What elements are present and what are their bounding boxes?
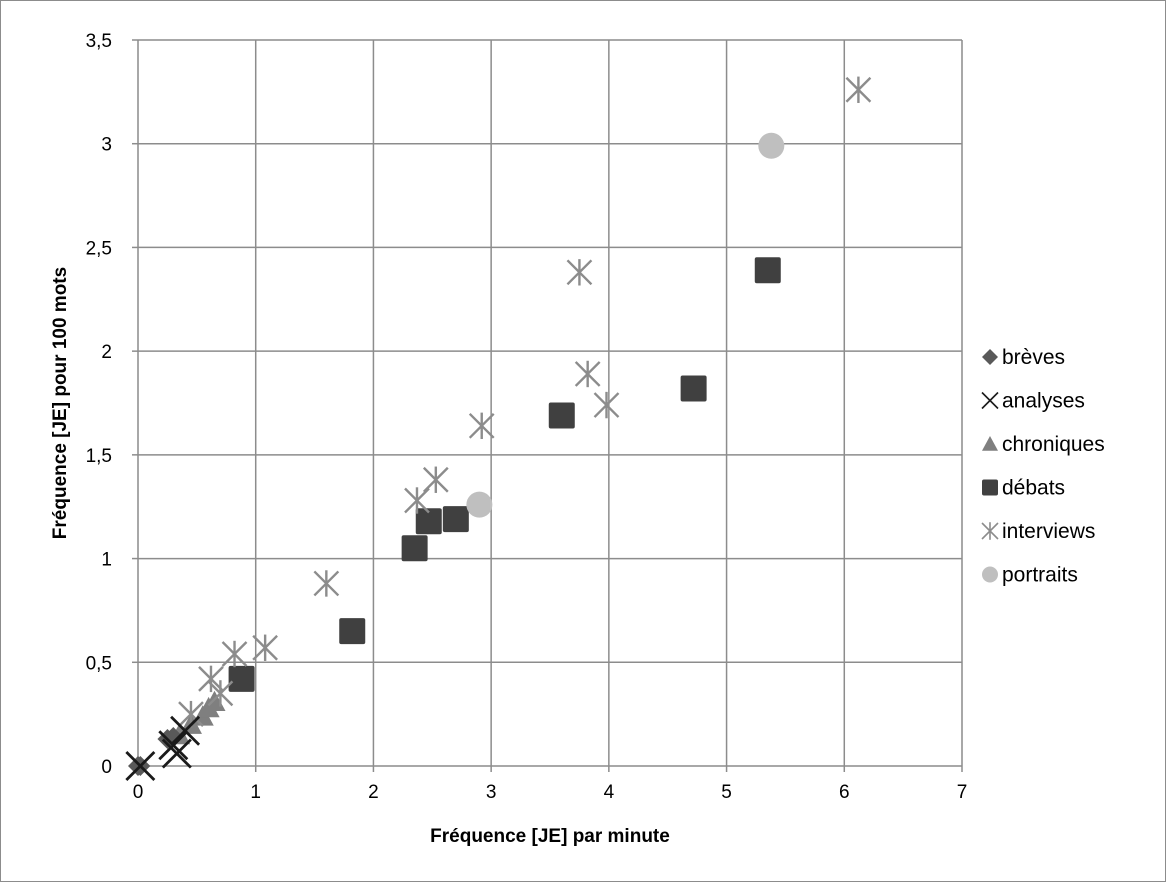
- legend-marker: [981, 391, 999, 410]
- data-point: [313, 570, 340, 597]
- x-tick-label: 5: [721, 782, 732, 803]
- legend-label: chroniques: [1002, 433, 1105, 456]
- legend-label: brèves: [1002, 346, 1065, 369]
- legend-label: interviews: [1002, 520, 1095, 543]
- y-tick-label: 2: [101, 342, 112, 363]
- data-point: [170, 715, 201, 746]
- data-point: [548, 402, 575, 429]
- legend-marker: [982, 566, 998, 583]
- data-point: [754, 257, 781, 284]
- y-axis-title: Fréquence [JE] pour 100 mots: [50, 267, 71, 539]
- legend-item: analyses: [981, 390, 1085, 413]
- x-tick-label: 3: [486, 782, 497, 803]
- legend-item: portraits: [982, 564, 1078, 587]
- legend-marker: [982, 479, 998, 496]
- y-tick-label: 1: [101, 550, 112, 571]
- legend-label: analyses: [1002, 390, 1085, 413]
- data-point: [125, 751, 156, 781]
- data-point: [339, 618, 366, 645]
- data-point: [207, 680, 234, 707]
- data-point: [401, 535, 428, 562]
- x-tick-label: 1: [250, 782, 261, 803]
- legend-marker: [981, 522, 999, 540]
- legend-item: brèves: [982, 346, 1065, 369]
- y-tick-label: 0: [101, 757, 112, 778]
- data-point: [442, 506, 469, 533]
- legend: brèves analyses chroniques débats interviews…: [981, 346, 1105, 587]
- legend-item: chroniques: [982, 433, 1105, 456]
- x-axis-title: Fréquence [JE] par minute: [430, 826, 670, 847]
- x-tick-label: 2: [368, 782, 379, 803]
- axes: [132, 39, 963, 772]
- data-point: [593, 391, 620, 419]
- x-tick-label: 4: [604, 782, 615, 803]
- data-point: [566, 259, 593, 286]
- legend-marker: [982, 436, 998, 451]
- data-point: [415, 508, 442, 535]
- legend-marker: [982, 349, 998, 365]
- tick-labels: 0 1 2 3 4 5 6 7 0 0,5 1 1,5 2 2,5 3 3,5: [86, 31, 968, 803]
- data-point: [404, 487, 430, 514]
- grid-lines: [138, 39, 963, 766]
- data-point: [221, 640, 248, 668]
- data-point: [574, 360, 601, 388]
- y-tick-label: 3,5: [86, 31, 112, 52]
- legend-item: interviews: [981, 520, 1095, 543]
- data-point: [161, 738, 192, 769]
- x-tick-label: 7: [957, 782, 968, 803]
- data-point: [422, 466, 449, 493]
- data-point: [845, 76, 872, 103]
- legend-label: débats: [1002, 477, 1065, 500]
- data-point: [252, 634, 278, 661]
- legend-item: débats: [982, 477, 1065, 500]
- data-point: [198, 665, 224, 693]
- y-tick-label: 3: [101, 135, 112, 156]
- data-point: [158, 730, 189, 761]
- legend-label: portraits: [1002, 564, 1078, 587]
- data-point: [680, 375, 707, 402]
- data-point: [466, 491, 493, 518]
- x-tick-label: 0: [133, 782, 144, 803]
- data-points: [125, 76, 872, 781]
- y-tick-label: 2,5: [86, 238, 112, 259]
- y-tick-label: 0,5: [86, 653, 112, 674]
- data-point: [758, 132, 785, 159]
- data-point: [228, 665, 255, 692]
- x-tick-label: 6: [839, 782, 850, 803]
- y-tick-label: 1,5: [86, 446, 112, 467]
- data-point: [468, 412, 495, 440]
